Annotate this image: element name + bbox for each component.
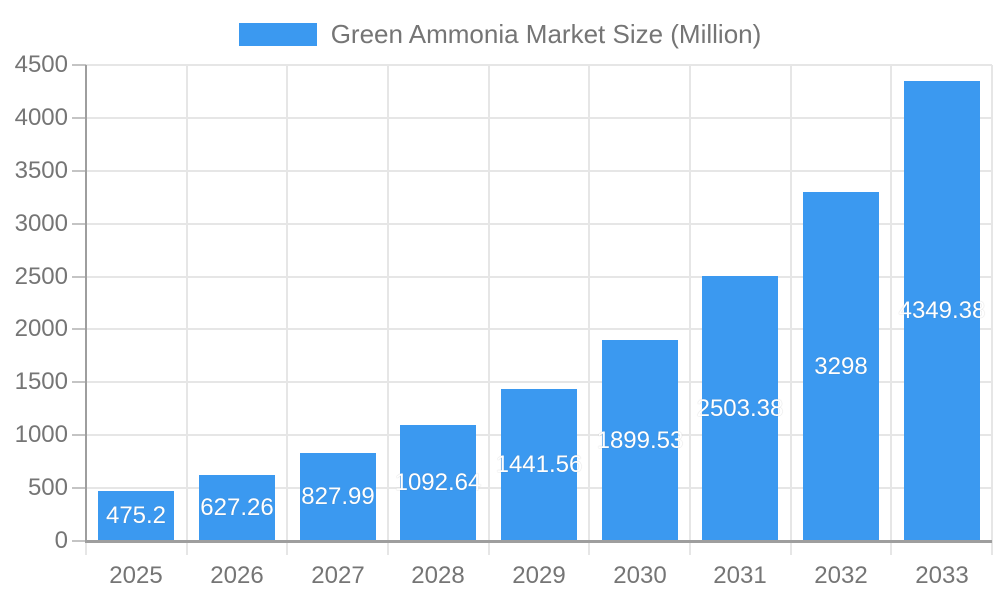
y-axis-label: 1000 (14, 421, 68, 449)
y-axis-label: 3000 (14, 209, 68, 237)
gridline-horizontal (86, 116, 992, 119)
y-axis-tick (72, 540, 86, 542)
x-axis-line (85, 540, 992, 543)
y-axis-label: 3500 (14, 156, 68, 184)
y-axis-label: 2000 (14, 315, 68, 343)
bar[interactable] (702, 276, 778, 541)
gridline-vertical (286, 65, 289, 555)
y-axis-label: 500 (27, 474, 68, 502)
y-axis-tick (72, 275, 86, 278)
bar[interactable] (400, 425, 476, 541)
y-axis-tick (72, 328, 86, 331)
bar[interactable] (602, 340, 678, 541)
legend-label: Green Ammonia Market Size (Million) (330, 19, 762, 49)
gridline-vertical (487, 65, 490, 555)
y-axis-tick (72, 487, 86, 490)
y-axis-label: 2500 (14, 262, 68, 290)
y-axis-label: 0 (54, 527, 68, 554)
gridline-horizontal (86, 222, 992, 225)
chart-legend[interactable]: Green Ammonia Market Size (Million) (0, 19, 1000, 50)
y-axis-tick (72, 434, 86, 437)
gridline-vertical (588, 65, 591, 555)
gridline-vertical (185, 65, 188, 555)
legend-swatch (238, 23, 317, 46)
y-axis-line (85, 65, 87, 541)
x-axis-label: 2028 (411, 562, 465, 589)
bar[interactable] (803, 192, 879, 541)
gridline-horizontal (86, 381, 992, 384)
y-axis-tick (72, 116, 86, 119)
x-axis-label: 2032 (814, 562, 868, 589)
y-axis-tick (72, 381, 86, 384)
bar[interactable] (98, 491, 174, 541)
bar[interactable] (501, 389, 577, 541)
x-axis-label: 2027 (311, 562, 365, 589)
gridline-vertical (789, 65, 792, 555)
bar[interactable] (904, 81, 980, 541)
gridline-vertical (387, 65, 389, 555)
y-axis-tick (72, 222, 86, 225)
gridline-vertical (991, 65, 993, 555)
y-axis-label: 4000 (14, 103, 68, 131)
gridline-vertical (890, 65, 893, 555)
x-axis-label: 2026 (210, 562, 264, 589)
y-axis-label: 1500 (14, 368, 68, 396)
gridline-horizontal (86, 328, 992, 331)
x-axis-label: 2033 (915, 562, 969, 589)
x-axis-label: 2029 (512, 562, 566, 589)
bar[interactable] (199, 475, 275, 541)
bar[interactable] (300, 453, 376, 541)
x-axis-label: 2031 (713, 562, 767, 589)
gridline-horizontal (86, 169, 992, 172)
x-axis-label: 2025 (109, 562, 163, 589)
gridline-horizontal (86, 64, 992, 66)
gridline-horizontal (86, 275, 992, 278)
y-axis-tick (72, 64, 86, 66)
y-axis-label: 4500 (14, 51, 68, 78)
y-axis-tick (72, 169, 86, 172)
x-axis-label: 2030 (613, 562, 667, 589)
gridline-vertical (689, 65, 691, 555)
